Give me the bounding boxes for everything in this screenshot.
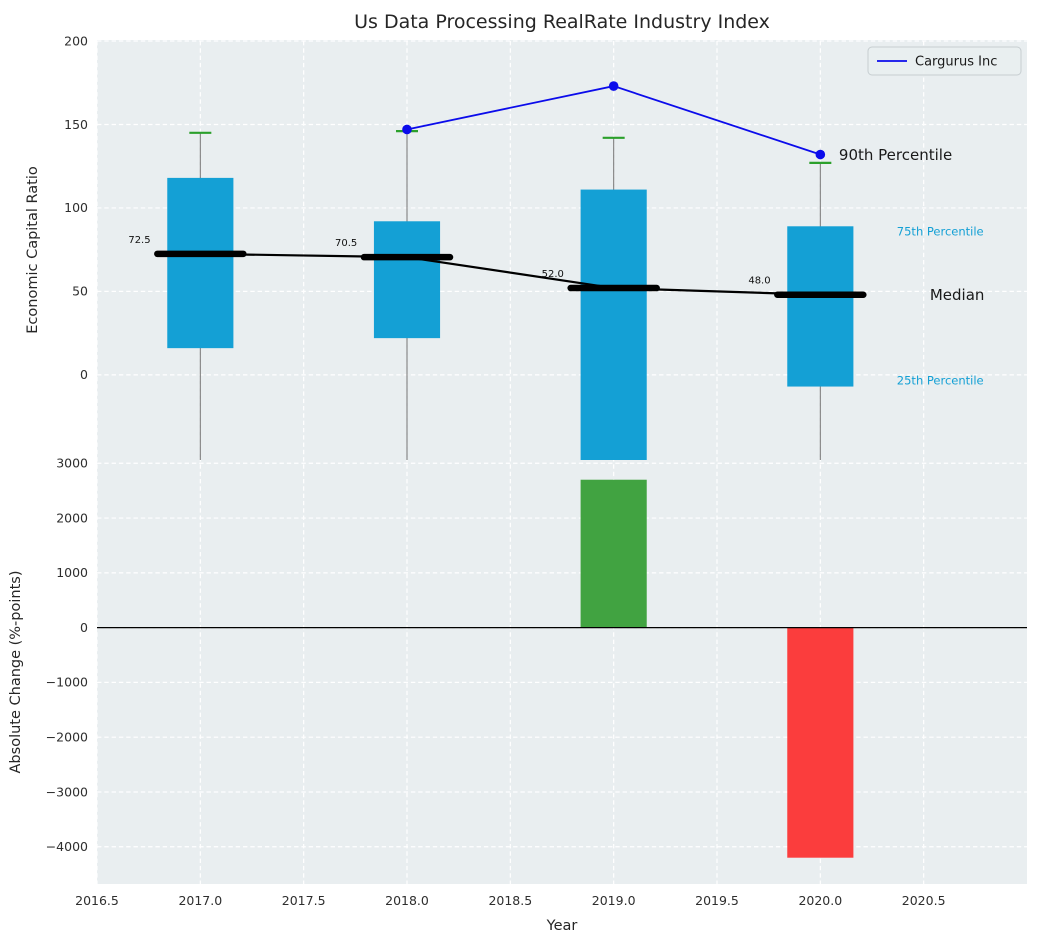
median-value-label-2019: 52.0 [542, 269, 564, 280]
percentile-box-2018 [373, 221, 441, 339]
percentile-box-2017 [167, 177, 234, 349]
percentile-box-2019 [580, 189, 647, 460]
median-line [200, 252, 821, 296]
legend: Cargurus Inc [867, 46, 1022, 76]
tick-label: −3000 [46, 784, 88, 799]
tick-label: 150 [64, 117, 88, 132]
change-bar-2019 [580, 479, 647, 628]
tick-label: −2000 [46, 729, 88, 744]
plot-background [97, 40, 1027, 884]
tick-label: 2018.5 [488, 893, 532, 908]
annotation-90th-percentile: 90th Percentile [839, 146, 952, 164]
annotation-25th-percentile: 25th Percentile [897, 374, 984, 388]
tick-label: 2016.5 [75, 893, 119, 908]
percentile-box-2020 [787, 226, 854, 387]
tick-label: 100 [64, 200, 88, 215]
tick-label: 0 [80, 367, 88, 382]
chart-title: Us Data Processing RealRate Industry Ind… [354, 11, 770, 33]
tick-label: 0 [80, 620, 88, 635]
series-point-2020 [815, 149, 826, 160]
tick-label: 2017.0 [178, 893, 222, 908]
median-value-label-2020: 48.0 [748, 276, 770, 287]
tick-label: 2000 [56, 510, 88, 525]
change-bar-2020 [787, 627, 854, 858]
tick-label: 2019.5 [695, 893, 739, 908]
tick-label: 2020.5 [902, 893, 946, 908]
tick-label: −1000 [46, 675, 88, 690]
top-y-axis-label: Economic Capital Ratio [25, 166, 41, 334]
top-axes-layer [154, 130, 867, 460]
tick-label: 50 [72, 284, 88, 299]
tick-label: 2018.0 [385, 893, 429, 908]
median-value-label-2018: 70.5 [335, 238, 357, 249]
series-point-2019 [608, 81, 619, 91]
annotation-75th-percentile: 75th Percentile [897, 224, 984, 238]
tick-label: 2017.5 [282, 893, 326, 908]
tick-label: 200 [64, 33, 88, 48]
legend-label: Cargurus Inc [915, 55, 997, 70]
median-value-label-2017: 72.5 [128, 235, 150, 246]
chart-marks: 72.5 70.5 52.0 48.0 90th Percentile 75th Perc… [46, 33, 1027, 908]
tick-label: −4000 [46, 839, 88, 854]
x-axis-label: Year [546, 918, 578, 934]
legend-box [867, 46, 1022, 76]
bottom-y-axis-label: Absolute Change (%-points) [8, 571, 24, 774]
tick-label: 3000 [56, 456, 88, 471]
tick-label: 2019.0 [592, 893, 636, 908]
annotation-median: Median [930, 286, 985, 304]
tick-label: 2020.0 [798, 893, 842, 908]
series-point-2018 [402, 124, 412, 135]
tick-label: 1000 [56, 565, 88, 580]
